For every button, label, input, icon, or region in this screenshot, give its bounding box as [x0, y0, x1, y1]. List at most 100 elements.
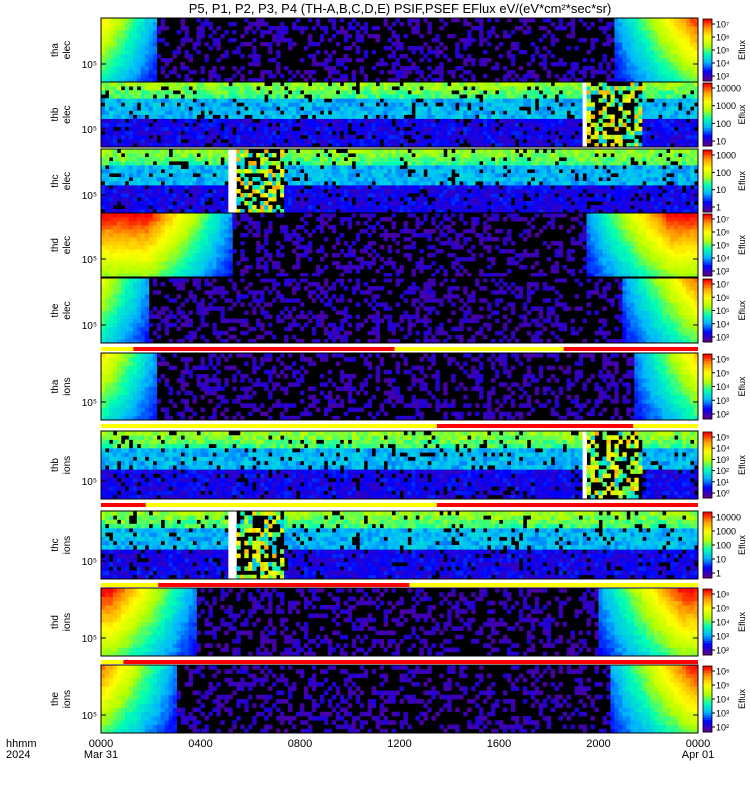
spectrogram-cell	[288, 173, 293, 178]
spectrogram-cell	[276, 173, 281, 178]
spectrogram-cell	[120, 106, 126, 111]
spectrogram-cell	[566, 165, 572, 170]
spectrogram-cell	[116, 110, 122, 115]
spectrogram-cell	[101, 157, 106, 162]
spectrogram-cell	[471, 189, 476, 194]
spectrogram-cell	[431, 149, 436, 154]
spectrogram-cell	[280, 22, 285, 27]
spectrogram-cell	[327, 102, 333, 107]
spectrogram-cell	[367, 153, 373, 158]
spectrogram-cell	[148, 102, 154, 107]
spectrogram-cell	[148, 42, 154, 47]
spectrogram-cell	[646, 138, 651, 144]
spectrogram-cell	[311, 165, 317, 170]
spectrogram-cell	[228, 94, 233, 99]
spectrogram-cell	[300, 94, 305, 99]
spectrogram-cell	[443, 130, 448, 136]
spectrogram-cell	[447, 126, 452, 132]
spectrogram-cell	[415, 189, 420, 194]
spectrogram-cell	[634, 126, 639, 132]
spectrogram-cell	[690, 102, 695, 107]
spectrogram-cell	[502, 102, 508, 107]
spectrogram-cell	[120, 22, 126, 27]
spectrogram-cell	[300, 82, 305, 87]
spectrogram-cell	[451, 34, 456, 39]
spectrogram-cell	[196, 38, 201, 43]
spectrogram-cell	[152, 106, 158, 111]
spectrogram-cell	[148, 165, 154, 170]
spectrogram-cell	[375, 153, 380, 158]
spectrogram-cell	[574, 94, 579, 99]
spectrogram-cell	[160, 98, 166, 103]
spectrogram-cell	[427, 161, 432, 166]
spectrogram-cell	[467, 98, 472, 103]
spectrogram-cell	[487, 106, 492, 111]
spectrogram-cell	[570, 126, 576, 132]
spectrogram-cell	[276, 66, 281, 71]
spectrogram-cell	[272, 38, 277, 43]
spectrogram-cell	[530, 58, 536, 63]
spectrogram-cell	[415, 177, 420, 182]
spectrogram-cell	[212, 38, 217, 43]
spectrogram-cell	[220, 201, 225, 206]
spectrogram-cell	[423, 142, 428, 148]
spectrogram-cell	[355, 114, 361, 119]
spectrogram-cell	[108, 102, 114, 107]
spectrogram-cell	[300, 193, 305, 198]
spectrogram-cell	[256, 189, 261, 194]
spectrogram-cell	[168, 122, 174, 128]
spectrogram-cell	[120, 149, 126, 154]
spectrogram-cell	[459, 209, 464, 214]
spectrogram-cell	[431, 102, 436, 107]
spectrogram-cell	[104, 70, 110, 75]
spectrogram-cell	[542, 130, 548, 136]
spectrogram-cell	[622, 110, 627, 115]
spectrogram-cell	[260, 70, 265, 75]
spectrogram-cell	[467, 157, 472, 162]
spectrogram-cell	[228, 130, 233, 136]
spectrogram-cell	[495, 18, 500, 23]
spectrogram-cell	[276, 62, 281, 67]
spectrogram-cell	[168, 134, 174, 140]
spectrogram-cell	[101, 173, 106, 178]
spectrogram-cell	[522, 74, 528, 79]
spectrogram-cell	[112, 114, 118, 119]
spectrogram-cell	[451, 106, 456, 111]
spectrogram-cell	[200, 153, 205, 158]
spectrogram-cell	[132, 153, 138, 158]
spectrogram-cell	[650, 38, 655, 43]
spectrogram-cell	[224, 118, 229, 124]
spectrogram-cell	[188, 209, 193, 214]
colorbar-step	[703, 128, 712, 131]
spectrogram-cell	[224, 134, 229, 140]
spectrogram-cell	[594, 38, 599, 43]
spectrogram-cell	[379, 149, 384, 154]
spectrogram-cell	[379, 197, 384, 202]
spectrogram-cell	[558, 118, 564, 124]
spectrogram-cell	[104, 38, 110, 43]
spectrogram-cell	[383, 193, 388, 198]
spectrogram-cell	[101, 54, 106, 59]
colorbar-step	[703, 110, 712, 113]
spectrogram-cell	[220, 134, 225, 140]
spectrogram-cell	[662, 38, 667, 43]
spectrogram-cell	[343, 142, 349, 148]
spectrogram-cell	[108, 30, 114, 35]
spectrogram-cell	[447, 106, 452, 111]
spectrogram-cell	[192, 189, 197, 194]
spectrogram-cell	[463, 62, 468, 67]
spectrogram-cell	[526, 189, 532, 194]
spectrogram-cell	[327, 173, 333, 178]
spectrogram-cell	[168, 102, 174, 107]
spectrogram-cell	[483, 118, 488, 124]
spectrogram-cell	[351, 142, 357, 148]
spectrogram-cell	[407, 82, 412, 87]
spectrogram-cell	[630, 38, 635, 43]
spectrogram-cell	[311, 90, 317, 95]
spectrogram-cell	[220, 102, 225, 107]
spectrogram-cell	[634, 58, 639, 63]
spectrogram-cell	[351, 74, 357, 79]
spectrogram-cell	[455, 66, 460, 71]
spectrogram-cell	[375, 157, 380, 162]
spectrogram-cell	[455, 185, 460, 190]
